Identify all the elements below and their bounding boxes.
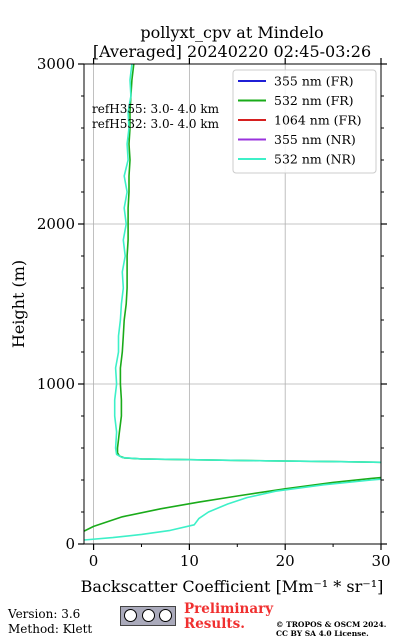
y-axis-label: Height (m) [9, 260, 28, 348]
version-text: Version: 3.6 [8, 607, 81, 621]
series-lines [84, 64, 381, 541]
y-tick-label: 3000 [37, 55, 75, 73]
legend-box [232, 69, 377, 174]
preliminary-results-label: Preliminary Results. [184, 601, 274, 632]
annotation-refh355: refH355: 3.0- 4.0 km [92, 102, 220, 116]
legend-label: 1064 nm (FR) [274, 113, 362, 128]
series-line-532-nm-fr [84, 64, 381, 532]
legend-label: 532 nm (NR) [274, 152, 356, 167]
x-tick-label: 10 [180, 552, 199, 570]
method-text: Method: Klett [8, 622, 93, 636]
legend-label: 355 nm (FR) [274, 74, 354, 89]
chart-title-line-2: [Averaged] 20240220 02:45-03:26 [93, 42, 371, 61]
x-tick-label: 30 [371, 552, 390, 570]
x-axis-label: Backscatter Coefficient [Mm⁻¹ * sr⁻¹] [81, 577, 384, 596]
chart-title-line-1: pollyxt_cpv at Mindelo [140, 23, 323, 42]
y-tick-label: 2000 [37, 215, 75, 233]
axis-ticks: 0 10 20 30 0 1000 2000 3000 [37, 55, 391, 570]
annotation-refh532: refH532: 3.0- 4.0 km [92, 117, 220, 131]
copyright-notice: © TROPOS & OSCM 2024. CC BY SA 4.0 Licen… [276, 620, 387, 638]
x-tick-label: 0 [89, 552, 99, 570]
plot-frame [83, 63, 382, 545]
series-line-532-nm-nr [84, 64, 381, 541]
y-tick-label: 1000 [37, 375, 75, 393]
cc-by-sa-license-icon [120, 606, 176, 626]
y-tick-label: 0 [65, 535, 75, 553]
legend-label: 532 nm (FR) [274, 93, 354, 108]
legend: 355 nm (FR) 532 nm (FR) 1064 nm (FR) 355 nm… [232, 69, 377, 174]
x-tick-label: 20 [276, 552, 295, 570]
legend-label: 355 nm (NR) [274, 132, 356, 147]
